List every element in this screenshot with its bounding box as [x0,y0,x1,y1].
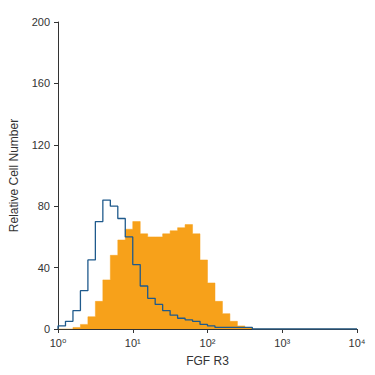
svg-text:80: 80 [38,200,50,212]
svg-text:0: 0 [44,323,50,335]
svg-text:10¹: 10¹ [125,337,141,349]
svg-text:40: 40 [38,262,50,274]
svg-text:160: 160 [32,77,50,89]
svg-text:10⁴: 10⁴ [349,337,366,349]
svg-text:10³: 10³ [274,337,290,349]
svg-text:200: 200 [32,16,50,28]
svg-text:10⁰: 10⁰ [50,337,67,349]
svg-text:120: 120 [32,139,50,151]
svg-text:FGF R3: FGF R3 [186,354,229,368]
svg-text:10²: 10² [200,337,216,349]
svg-text:Relative Cell Number: Relative Cell Number [7,119,21,232]
